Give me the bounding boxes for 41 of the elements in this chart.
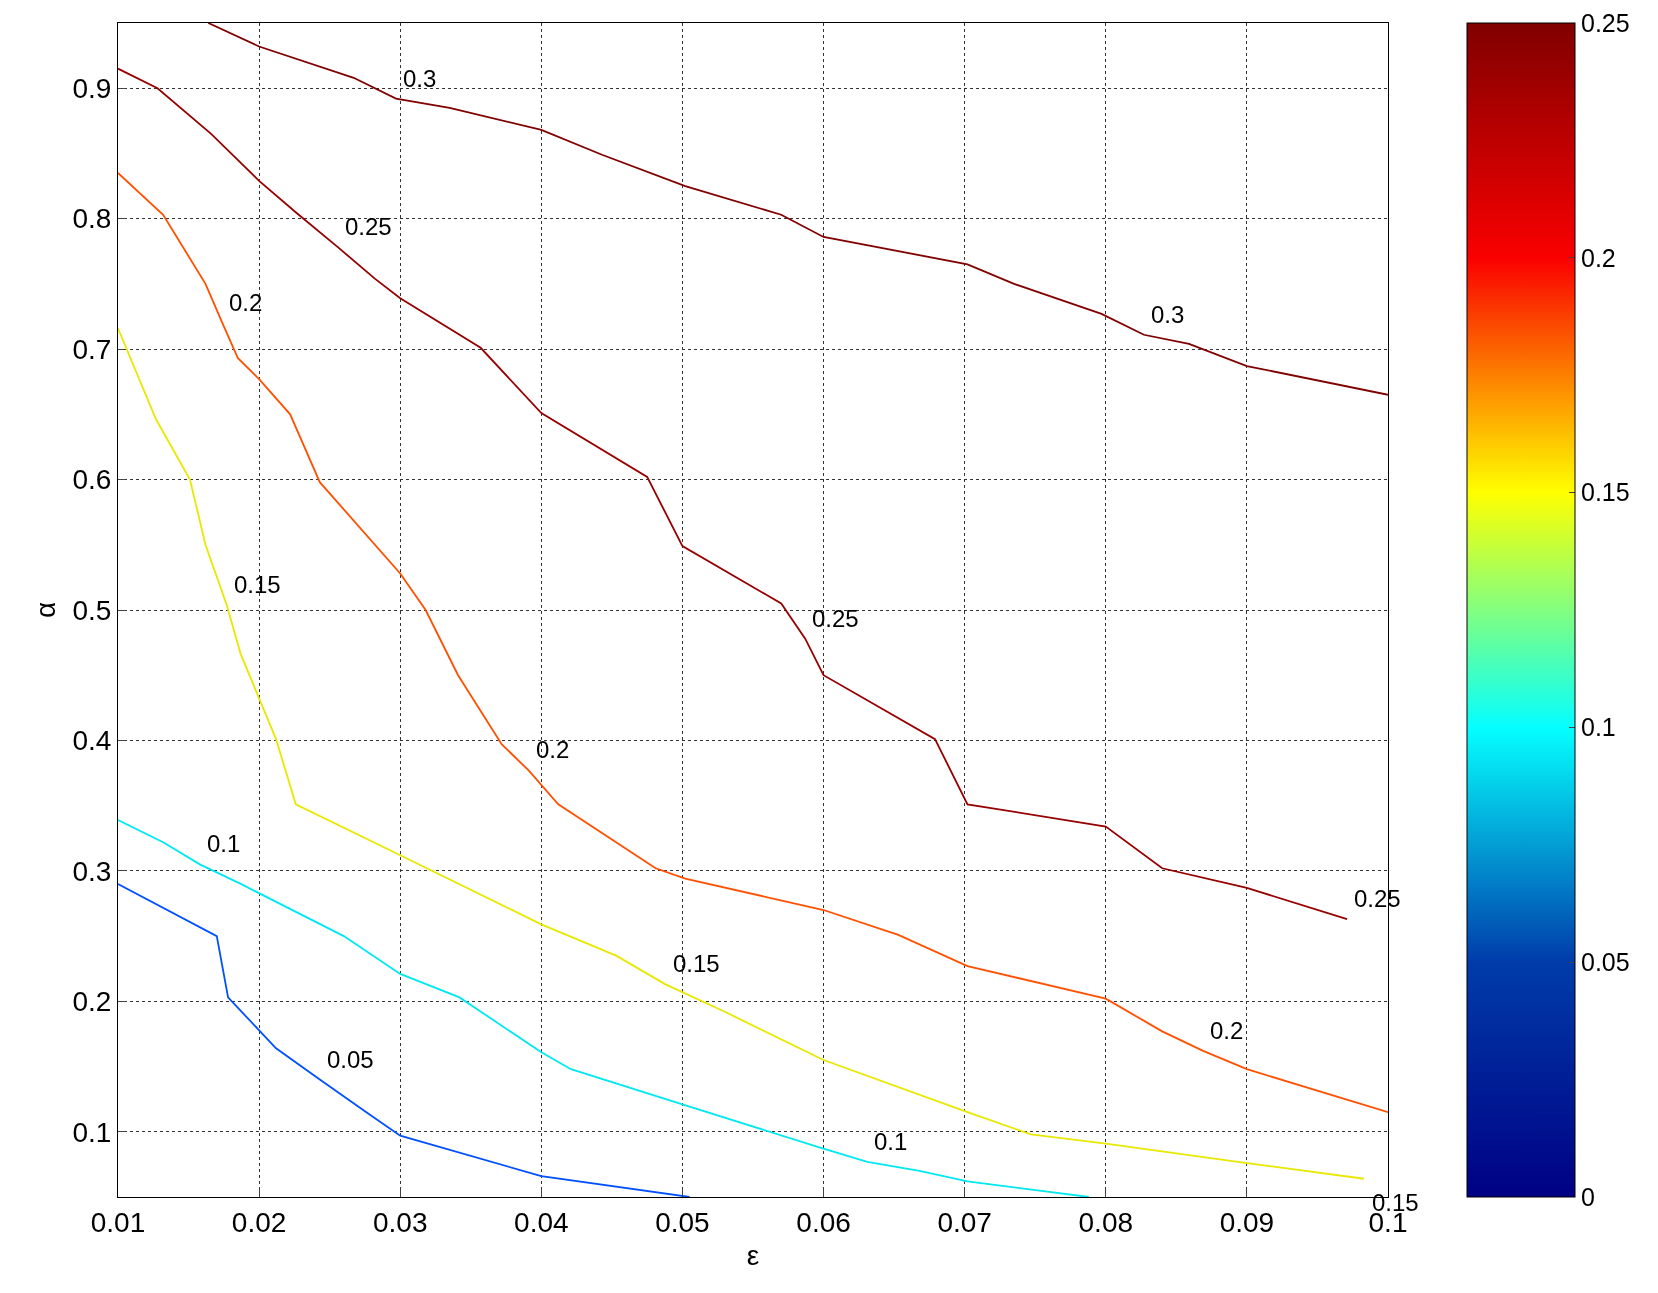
- annotation: 0.25: [812, 605, 859, 632]
- y-tick-label: 0.7: [72, 333, 112, 365]
- annotation: 0.15: [234, 571, 281, 598]
- annotation: 0.3: [403, 65, 437, 92]
- line-series: [118, 67, 1348, 921]
- x-tick-label: 0.06: [796, 1206, 851, 1238]
- annotation: 0.2: [1210, 1017, 1244, 1044]
- line-series: [207, 23, 1388, 396]
- x-tick-label: 0.08: [1078, 1206, 1134, 1238]
- color-bar-label: 0.2: [1581, 243, 1616, 272]
- x-axis-title: ε: [746, 1239, 760, 1271]
- color-bar-label: 0.05: [1581, 947, 1630, 976]
- y-tick-label: 0.8: [72, 203, 112, 235]
- annotation: 0.05: [327, 1046, 374, 1073]
- annotation: 0.2: [536, 736, 570, 763]
- color-bar-label: 0.25: [1581, 8, 1630, 37]
- y-tick-label: 0.2: [72, 986, 112, 1018]
- x-tick-label: 0.09: [1219, 1206, 1275, 1238]
- y-tick-label: 0.4: [72, 725, 112, 757]
- y-tick-label: 0.5: [72, 594, 112, 626]
- y-tick-label: 0.3: [72, 855, 112, 887]
- annotation: 0.3: [1151, 301, 1185, 328]
- color-bar-label: 0.15: [1581, 478, 1630, 507]
- annotation: 0.1: [207, 830, 241, 857]
- x-tick-label: 0.05: [655, 1206, 710, 1238]
- color-bar-label: 0: [1581, 1182, 1595, 1211]
- y-tick-label: 0.6: [72, 464, 112, 496]
- annotation: 0.25: [345, 213, 392, 240]
- color-bar-label: 0.1: [1581, 713, 1616, 742]
- x-tick-label: 0.03: [372, 1206, 428, 1238]
- x-tick-label: 0.02: [231, 1206, 287, 1238]
- y-tick-label: 0.1: [72, 1116, 112, 1148]
- x-tick-label: 0.01: [90, 1206, 146, 1238]
- y-tick-label: 0.9: [72, 73, 112, 105]
- x-tick-label: 0.07: [937, 1206, 992, 1238]
- annotation: 0.2: [229, 289, 263, 316]
- line-series: [118, 819, 1090, 1197]
- annotation: 0.15: [673, 950, 720, 977]
- annotation: 0.1: [874, 1128, 908, 1155]
- y-axis-title: α: [30, 601, 62, 619]
- x-tick-label: 0.04: [514, 1206, 569, 1238]
